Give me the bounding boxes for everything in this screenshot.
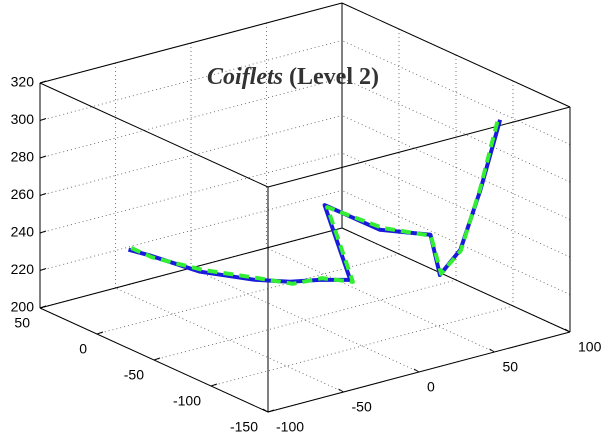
series-line xyxy=(130,121,500,286)
box-edge xyxy=(39,82,269,188)
x-tick-label: 100 xyxy=(578,339,601,355)
series-line xyxy=(127,119,503,284)
title-italic: Coiflets xyxy=(207,64,283,90)
z-tick xyxy=(39,80,47,84)
x-tick xyxy=(262,408,269,413)
z-tick-label: 200 xyxy=(11,299,35,315)
y-tick-label: -150 xyxy=(230,419,258,435)
x-tick xyxy=(489,348,495,353)
y-tick xyxy=(39,305,47,309)
x-tick-label: -50 xyxy=(352,399,372,415)
x-tick-label: -100 xyxy=(276,419,304,435)
grid-line xyxy=(39,40,343,121)
y-tick xyxy=(210,383,218,387)
z-tick xyxy=(39,268,47,271)
grid-line xyxy=(96,253,400,335)
z-tick xyxy=(39,118,47,121)
y-tick xyxy=(153,357,161,361)
chart-title: Coiflets (Level 2) xyxy=(207,64,379,90)
grid-line xyxy=(266,247,495,353)
z-tick xyxy=(39,230,47,234)
box-edge xyxy=(267,106,571,188)
box-edge xyxy=(341,227,571,333)
grid-line xyxy=(341,152,571,258)
grid-line xyxy=(39,115,343,196)
grid-line xyxy=(210,305,514,387)
box-edge xyxy=(39,2,343,84)
grid-line xyxy=(39,190,343,271)
grid-line xyxy=(153,279,457,361)
x-tick xyxy=(413,368,420,373)
grid-line xyxy=(190,267,420,373)
grid-line xyxy=(341,115,571,220)
z-tick-label: 220 xyxy=(11,261,35,277)
grid-line xyxy=(39,77,343,159)
box-edge xyxy=(341,2,571,108)
z-tick-label: 280 xyxy=(11,149,35,165)
y-tick-label: -50 xyxy=(124,367,144,383)
grid-line xyxy=(115,287,344,393)
grid-line xyxy=(39,152,343,234)
y-tick xyxy=(96,331,104,335)
title-plain: (Level 2) xyxy=(289,64,379,90)
x-tick xyxy=(564,328,571,333)
lines xyxy=(127,119,503,286)
z-tick xyxy=(39,193,47,196)
z-tick-label: 320 xyxy=(11,74,35,90)
x-tick-label: 0 xyxy=(427,379,435,395)
box xyxy=(39,2,571,413)
grid-line xyxy=(341,40,571,145)
z-tick-label: 300 xyxy=(11,111,35,127)
y-tick-label: 0 xyxy=(79,341,87,357)
grid-line xyxy=(341,77,571,183)
z-tick-label: 260 xyxy=(11,186,35,202)
x-tick xyxy=(338,388,344,393)
grid-line xyxy=(341,190,571,295)
z-tick-label: 240 xyxy=(11,224,35,240)
x-tick-label: 50 xyxy=(503,359,519,375)
z-tick xyxy=(39,155,47,159)
y-tick xyxy=(267,409,275,413)
y-tick-label: 50 xyxy=(14,315,30,331)
y-tick-label: -100 xyxy=(173,393,201,409)
